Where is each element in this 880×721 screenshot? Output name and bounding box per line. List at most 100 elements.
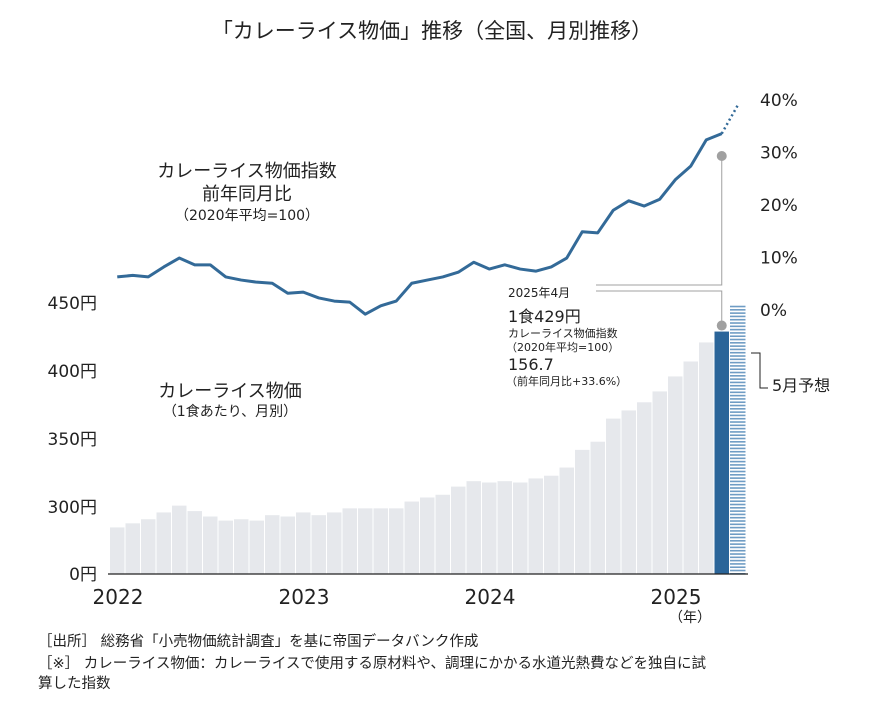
- forecast-stripe: [730, 546, 746, 549]
- bar: [466, 481, 481, 574]
- bar: [249, 520, 264, 574]
- forecast-label: 5月予想: [772, 376, 830, 395]
- forecast-stripe: [730, 427, 746, 430]
- yoy-line: [117, 132, 723, 316]
- bar: [420, 497, 435, 574]
- forecast-stripe: [730, 513, 746, 516]
- bar: [404, 501, 419, 574]
- forecast-stripe: [730, 381, 746, 384]
- bars-group: [110, 305, 746, 575]
- forecast-stripe: [730, 421, 746, 423]
- bar: [621, 410, 636, 574]
- right-axis-tick-label: 10%: [760, 249, 798, 269]
- forecast-stripe: [730, 371, 746, 374]
- forecast-bracket: [751, 352, 768, 389]
- forecast-stripe: [730, 516, 746, 519]
- bar: [699, 342, 714, 574]
- line-series-sublabel: （2020年平均=100）: [175, 208, 319, 224]
- annotation-index-base: （2020年平均=100）: [506, 340, 619, 354]
- chart: 「カレーライス物価」推移（全国、月別推移） 0円 300円 350円 400円 450円…: [48, 19, 831, 626]
- axes-group: 0円 300円 350円 400円 450円 0% 10% 20% 30% 40% 2022 2023…: [48, 91, 798, 609]
- forecast-stripe: [730, 338, 746, 341]
- x-unit-label: （年）: [669, 610, 711, 626]
- right-axis-tick-label: 30%: [760, 144, 798, 164]
- x-axis-tick-label: 2024: [465, 585, 516, 609]
- forecast-stripe: [730, 384, 746, 387]
- forecast-stripe: [730, 411, 746, 413]
- bar: [528, 478, 543, 574]
- forecast-stripe: [730, 533, 746, 536]
- bar-forecast: [730, 305, 746, 575]
- forecast-stripe: [730, 378, 746, 380]
- forecast-stripe: [730, 523, 746, 526]
- forecast-stripe: [730, 487, 746, 489]
- left-axis-tick-label: 450円: [48, 294, 97, 314]
- forecast-stripe: [730, 477, 746, 479]
- forecast-stripe: [730, 510, 746, 512]
- annotation-connector: [596, 151, 727, 331]
- forecast-stripe: [730, 312, 746, 314]
- forecast-stripe: [730, 559, 746, 562]
- forecast-stripe: [730, 540, 746, 542]
- forecast-stripe: [730, 507, 746, 509]
- forecast-stripe: [730, 530, 746, 532]
- forecast-stripe: [730, 464, 746, 466]
- forecast-stripe: [730, 414, 746, 417]
- bar: [187, 511, 202, 574]
- x-axis-tick-label: 2022: [93, 585, 144, 609]
- left-axis-tick-label: 400円: [48, 362, 97, 382]
- bar: [311, 515, 326, 574]
- forecast-stripe: [730, 332, 746, 334]
- bar: [435, 494, 450, 574]
- x-axis-tick-label: 2023: [279, 585, 330, 609]
- forecast-stripe: [730, 417, 746, 420]
- forecast-stripe: [730, 355, 746, 357]
- right-axis-tick-label: 40%: [760, 91, 798, 111]
- forecast-stripe: [730, 345, 746, 347]
- forecast-stripe: [730, 450, 746, 453]
- forecast-stripe: [730, 454, 746, 456]
- forecast-stripe: [730, 490, 746, 493]
- forecast-stripe: [730, 549, 746, 552]
- forecast-stripe: [730, 328, 746, 331]
- footer-note2: 算した指数: [38, 676, 111, 692]
- footer-note: ［※］ カレーライス物価：カレーライスで使用する原材料や、調理にかかる水道光熱費…: [38, 656, 706, 672]
- forecast-stripe: [730, 368, 746, 371]
- bar: [513, 482, 528, 574]
- bar: [265, 515, 280, 574]
- forecast-stripe: [730, 543, 746, 545]
- bar: [203, 516, 218, 574]
- forecast-stripe: [730, 309, 746, 311]
- bar: [497, 481, 512, 574]
- bar-highlight: [714, 331, 729, 574]
- left-axis-tick-label: 350円: [48, 430, 97, 450]
- bar: [141, 519, 156, 574]
- bar: [575, 449, 590, 574]
- line-group: [117, 104, 739, 316]
- forecast-stripe: [730, 365, 746, 367]
- annotation-price: 1食429円: [508, 307, 581, 326]
- forecast-stripe: [730, 431, 746, 433]
- bar: [451, 486, 466, 574]
- footer-source: ［出所］ 総務省「小売物価統計調査」を基に帝国データバンク作成: [38, 634, 479, 650]
- forecast-stripe: [730, 305, 746, 308]
- forecast-stripe: [730, 474, 746, 476]
- bar: [482, 482, 497, 574]
- connector-dot-bar: [716, 320, 727, 331]
- forecast-stripe: [730, 437, 746, 440]
- bar: [125, 523, 140, 574]
- forecast-stripe: [730, 467, 746, 470]
- forecast-stripe: [730, 424, 746, 427]
- forecast-stripe: [730, 348, 746, 351]
- bar: [683, 361, 698, 574]
- bar: [606, 418, 621, 574]
- forecast-stripe: [730, 401, 746, 404]
- forecast-stripe: [730, 536, 746, 539]
- forecast-stripe: [730, 480, 746, 483]
- left-axis-tick-label: 300円: [48, 498, 97, 518]
- forecast-stripe: [730, 342, 746, 344]
- bar: [156, 512, 171, 574]
- forecast-stripe: [730, 315, 746, 318]
- forecast-stripe: [730, 391, 746, 394]
- annotation-index-label: カレーライス物価指数: [508, 326, 618, 340]
